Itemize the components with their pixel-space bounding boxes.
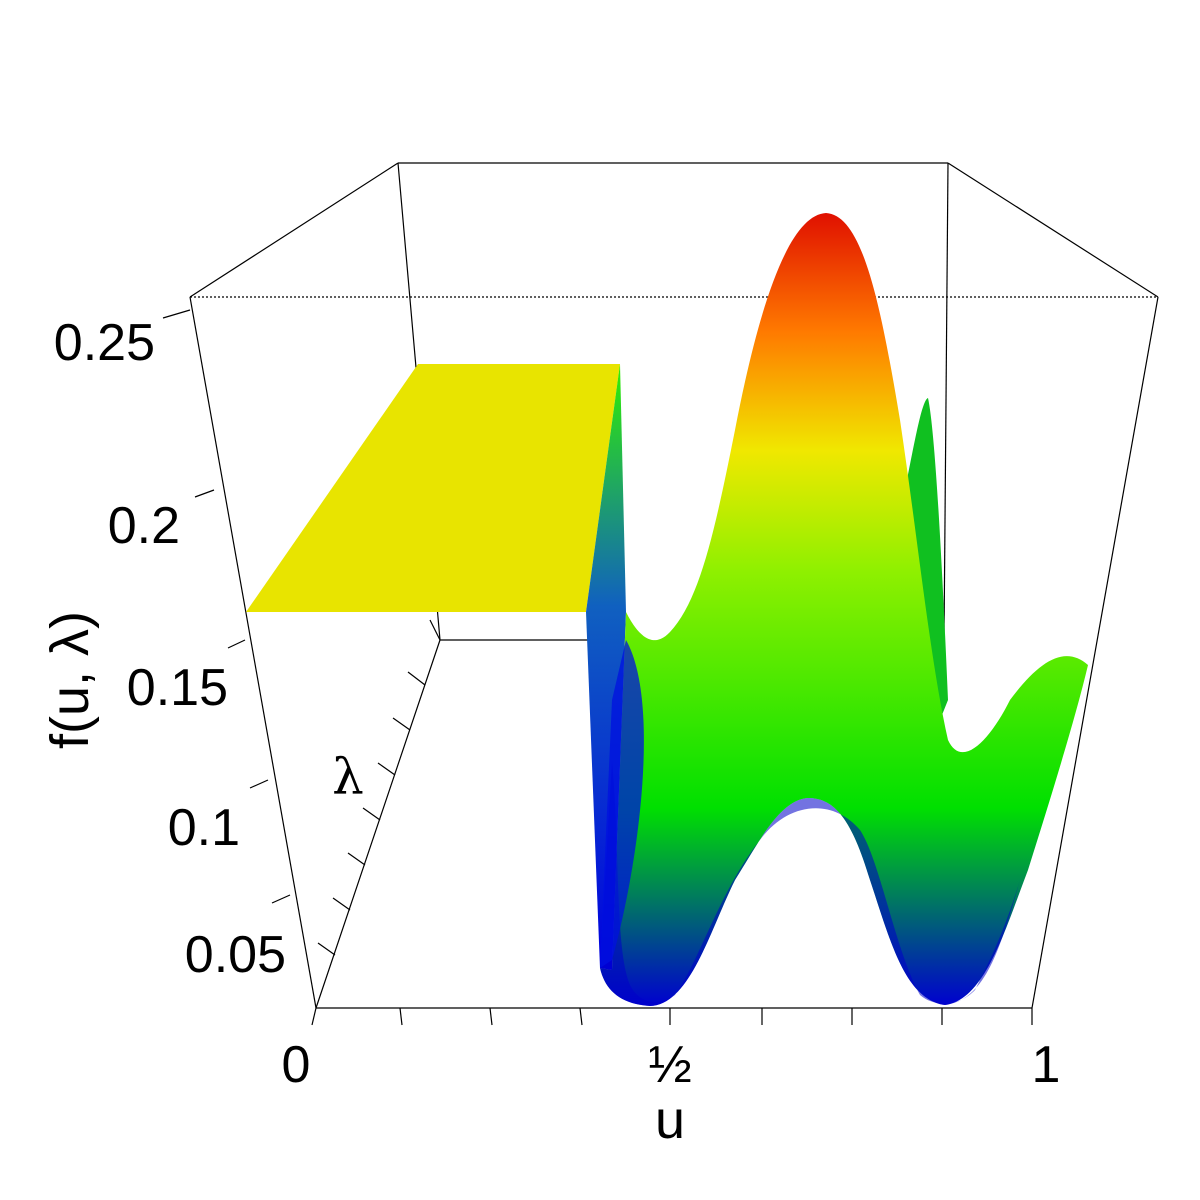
lambda-tick bbox=[362, 807, 381, 821]
f-tick-label: 0.1 bbox=[168, 799, 240, 857]
f-axis-ticks bbox=[162, 309, 291, 904]
u-tick-label: 1 bbox=[1032, 1036, 1061, 1094]
u-tick-label: ½ bbox=[648, 1036, 691, 1094]
u-axis-ticks bbox=[311, 1007, 1033, 1026]
lambda-tick bbox=[392, 717, 411, 731]
box-edge bbox=[189, 296, 317, 1009]
lambda-tick bbox=[429, 619, 441, 641]
f-tick bbox=[162, 309, 191, 319]
f-tick-labels: 0.25 0.2 0.15 0.1 0.05 bbox=[54, 314, 286, 984]
surface-main bbox=[600, 213, 1088, 1006]
f-tick-label: 0.25 bbox=[54, 314, 155, 372]
lambda-tick bbox=[407, 671, 426, 686]
lambda-tick bbox=[377, 762, 396, 776]
surface-front-band bbox=[600, 760, 1020, 1006]
u-tick-label: 0 bbox=[282, 1036, 311, 1094]
u-tick bbox=[579, 1007, 583, 1026]
f-tick-label: 0.05 bbox=[185, 926, 286, 984]
box-edge bbox=[315, 639, 441, 1009]
f-tick-label: 0.15 bbox=[127, 659, 228, 717]
u-tick bbox=[489, 1007, 493, 1026]
f-tick bbox=[227, 639, 246, 649]
box-edge bbox=[943, 162, 949, 641]
u-tick bbox=[399, 1007, 403, 1026]
flat-surface-region bbox=[246, 364, 620, 612]
f-tick bbox=[194, 489, 215, 498]
box-edge bbox=[1031, 296, 1159, 1009]
lambda-tick bbox=[347, 852, 366, 866]
surface-shading bbox=[600, 640, 644, 968]
lambda-tick bbox=[332, 897, 351, 911]
u-tick-labels: 0 ½ 1 bbox=[282, 1036, 1061, 1094]
f-tick bbox=[271, 894, 291, 904]
f-tick bbox=[249, 779, 269, 789]
lambda-axis-ticks bbox=[317, 619, 441, 956]
x-axis-title: u bbox=[655, 1090, 685, 1150]
box-edge bbox=[947, 162, 1159, 298]
lambda-tick bbox=[317, 942, 336, 956]
u-tick bbox=[311, 1007, 317, 1026]
f-tick-label: 0.2 bbox=[108, 497, 180, 555]
z-axis-title: f(u, λ) bbox=[40, 611, 100, 749]
lambda-axis-title: λ bbox=[332, 748, 364, 806]
back-ridge bbox=[905, 398, 948, 720]
box-edge bbox=[189, 162, 399, 298]
